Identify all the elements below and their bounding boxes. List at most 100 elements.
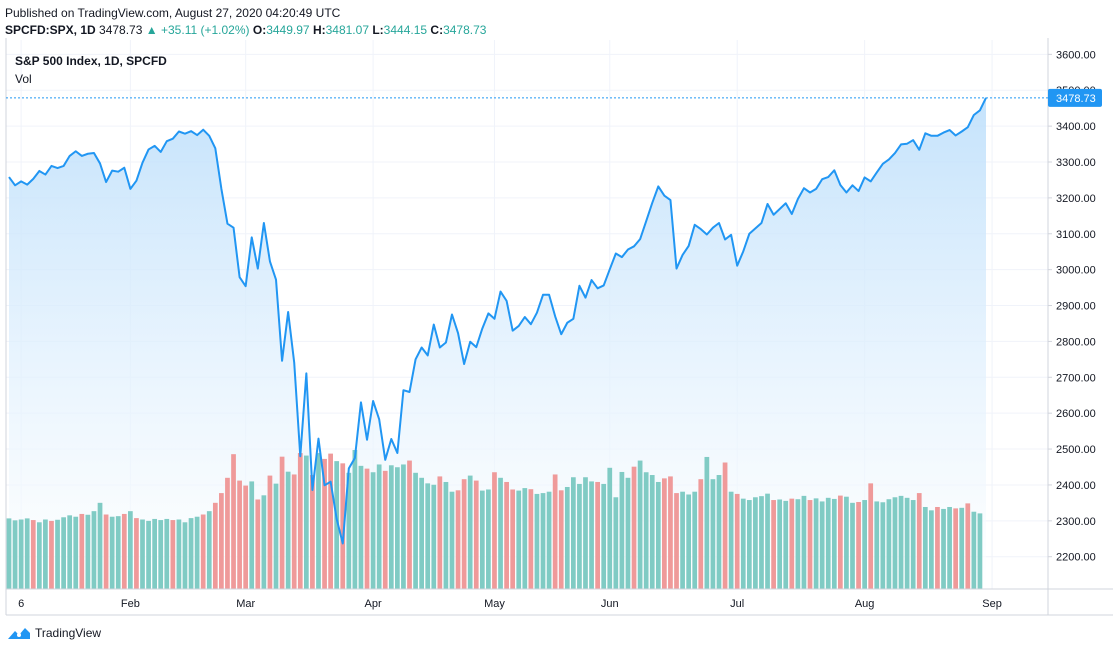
volume-bar bbox=[473, 480, 479, 589]
volume-bar bbox=[668, 476, 673, 589]
volume-bar bbox=[249, 481, 255, 589]
volume-bar bbox=[49, 520, 54, 589]
volume-bar bbox=[819, 501, 825, 589]
volume-bar bbox=[370, 472, 376, 589]
x-tick-label: May bbox=[484, 598, 505, 610]
volume-bar bbox=[273, 483, 279, 589]
volume-bar bbox=[413, 472, 418, 589]
y-tick-label: 2800.00 bbox=[1056, 336, 1096, 348]
volume-bar bbox=[352, 450, 358, 589]
volume-bar bbox=[971, 511, 977, 589]
y-tick-label: 3100.00 bbox=[1056, 229, 1096, 241]
volume-bar bbox=[625, 477, 631, 589]
volume-bar bbox=[170, 520, 176, 589]
area-layer bbox=[9, 97, 986, 590]
volume-bar bbox=[146, 520, 151, 589]
volume-bar bbox=[346, 472, 352, 589]
high-value: 3481.07 bbox=[325, 23, 369, 37]
x-tick-label: Apr bbox=[365, 598, 382, 610]
last-price: 3478.73 bbox=[99, 23, 143, 37]
volume-bar bbox=[516, 490, 522, 589]
close-label: C: bbox=[430, 23, 444, 37]
open-value: 3449.97 bbox=[266, 23, 310, 37]
legend-title[interactable]: S&P 500 Index, 1D, SPCFD bbox=[15, 54, 167, 68]
legend-vol[interactable]: Vol bbox=[15, 72, 32, 86]
volume-bar bbox=[929, 510, 934, 589]
volume-bar bbox=[728, 491, 734, 589]
volume-bar bbox=[188, 518, 194, 589]
volume-bar bbox=[704, 456, 710, 589]
volume-bar bbox=[425, 483, 431, 589]
footer-brand[interactable]: TradingView bbox=[7, 626, 101, 640]
volume-bar bbox=[564, 486, 570, 589]
volume-bar bbox=[443, 481, 449, 589]
x-tick-label: Mar bbox=[236, 598, 255, 610]
ohlc-line: SPCFD:SPX, 1D 3478.73 ▲ +35.11 (+1.02%) … bbox=[5, 22, 486, 39]
volume-bar bbox=[18, 519, 24, 589]
volume-bar bbox=[965, 503, 971, 589]
volume-bar bbox=[79, 513, 85, 589]
volume-bar bbox=[631, 466, 637, 589]
volume-bar bbox=[115, 516, 121, 589]
volume-bar bbox=[710, 479, 716, 589]
price-line bbox=[8, 97, 987, 545]
volume-bar bbox=[176, 519, 182, 589]
y-tick-label: 2500.00 bbox=[1056, 444, 1096, 456]
volume-bar bbox=[577, 483, 582, 589]
chart-legend: S&P 500 Index, 1D, SPCFD Vol bbox=[15, 52, 167, 88]
volume-bar bbox=[91, 511, 97, 589]
symbol-label[interactable]: SPCFD:SPX, 1D bbox=[5, 23, 96, 37]
y-tick-label: 3200.00 bbox=[1056, 193, 1096, 205]
volume-bar bbox=[953, 508, 959, 589]
volume-bar bbox=[807, 500, 813, 589]
x-tick-label: Sep bbox=[982, 598, 1002, 610]
volume-bar bbox=[649, 475, 655, 589]
volume-bar bbox=[61, 517, 66, 589]
volume-bar bbox=[783, 500, 789, 589]
volume-bar bbox=[164, 518, 170, 589]
volume-bar bbox=[746, 500, 752, 589]
volume-bar bbox=[291, 474, 297, 589]
volume-bar bbox=[831, 498, 837, 589]
volume-bar bbox=[910, 500, 916, 589]
volume-bar bbox=[492, 472, 497, 589]
volume-bar bbox=[401, 464, 406, 589]
volume-bar bbox=[103, 514, 109, 589]
volume-bar bbox=[886, 499, 892, 589]
volume-bar bbox=[461, 479, 467, 589]
volume-bar bbox=[740, 498, 746, 589]
volume-bar bbox=[279, 456, 285, 589]
volume-bar bbox=[328, 453, 333, 589]
x-tick-label: Feb bbox=[121, 598, 140, 610]
volume-bar bbox=[862, 500, 867, 589]
volume-bar bbox=[558, 490, 564, 589]
volume-bar bbox=[231, 454, 236, 589]
y-tick-label: 2900.00 bbox=[1056, 301, 1096, 313]
volume-bar bbox=[121, 513, 127, 589]
low-label: L: bbox=[372, 23, 384, 37]
volume-bar bbox=[534, 493, 540, 589]
volume-bar bbox=[419, 477, 425, 589]
volume-bar bbox=[158, 520, 164, 589]
y-tick-label: 3600.00 bbox=[1056, 49, 1096, 61]
volume-bar bbox=[243, 485, 249, 589]
volume-bar bbox=[916, 493, 922, 589]
volume-bar bbox=[922, 506, 928, 589]
volume-bar bbox=[874, 501, 880, 589]
x-tick-label: Jul bbox=[730, 598, 744, 610]
volume-bar bbox=[36, 522, 42, 589]
volume-bar bbox=[589, 481, 594, 589]
volume-bar bbox=[789, 498, 795, 589]
volume-bar bbox=[498, 477, 503, 589]
y-tick-label: 2600.00 bbox=[1056, 408, 1096, 420]
tradingview-logo-icon bbox=[8, 628, 30, 639]
last-price-badge-text: 3478.73 bbox=[1056, 93, 1096, 105]
volume-bar bbox=[850, 502, 855, 589]
volume-bar bbox=[285, 471, 291, 589]
volume-bar bbox=[765, 493, 770, 589]
volume-bar bbox=[364, 468, 370, 589]
volume-bar bbox=[504, 481, 509, 589]
volume-bar bbox=[619, 471, 625, 589]
volume-bar bbox=[85, 514, 91, 589]
